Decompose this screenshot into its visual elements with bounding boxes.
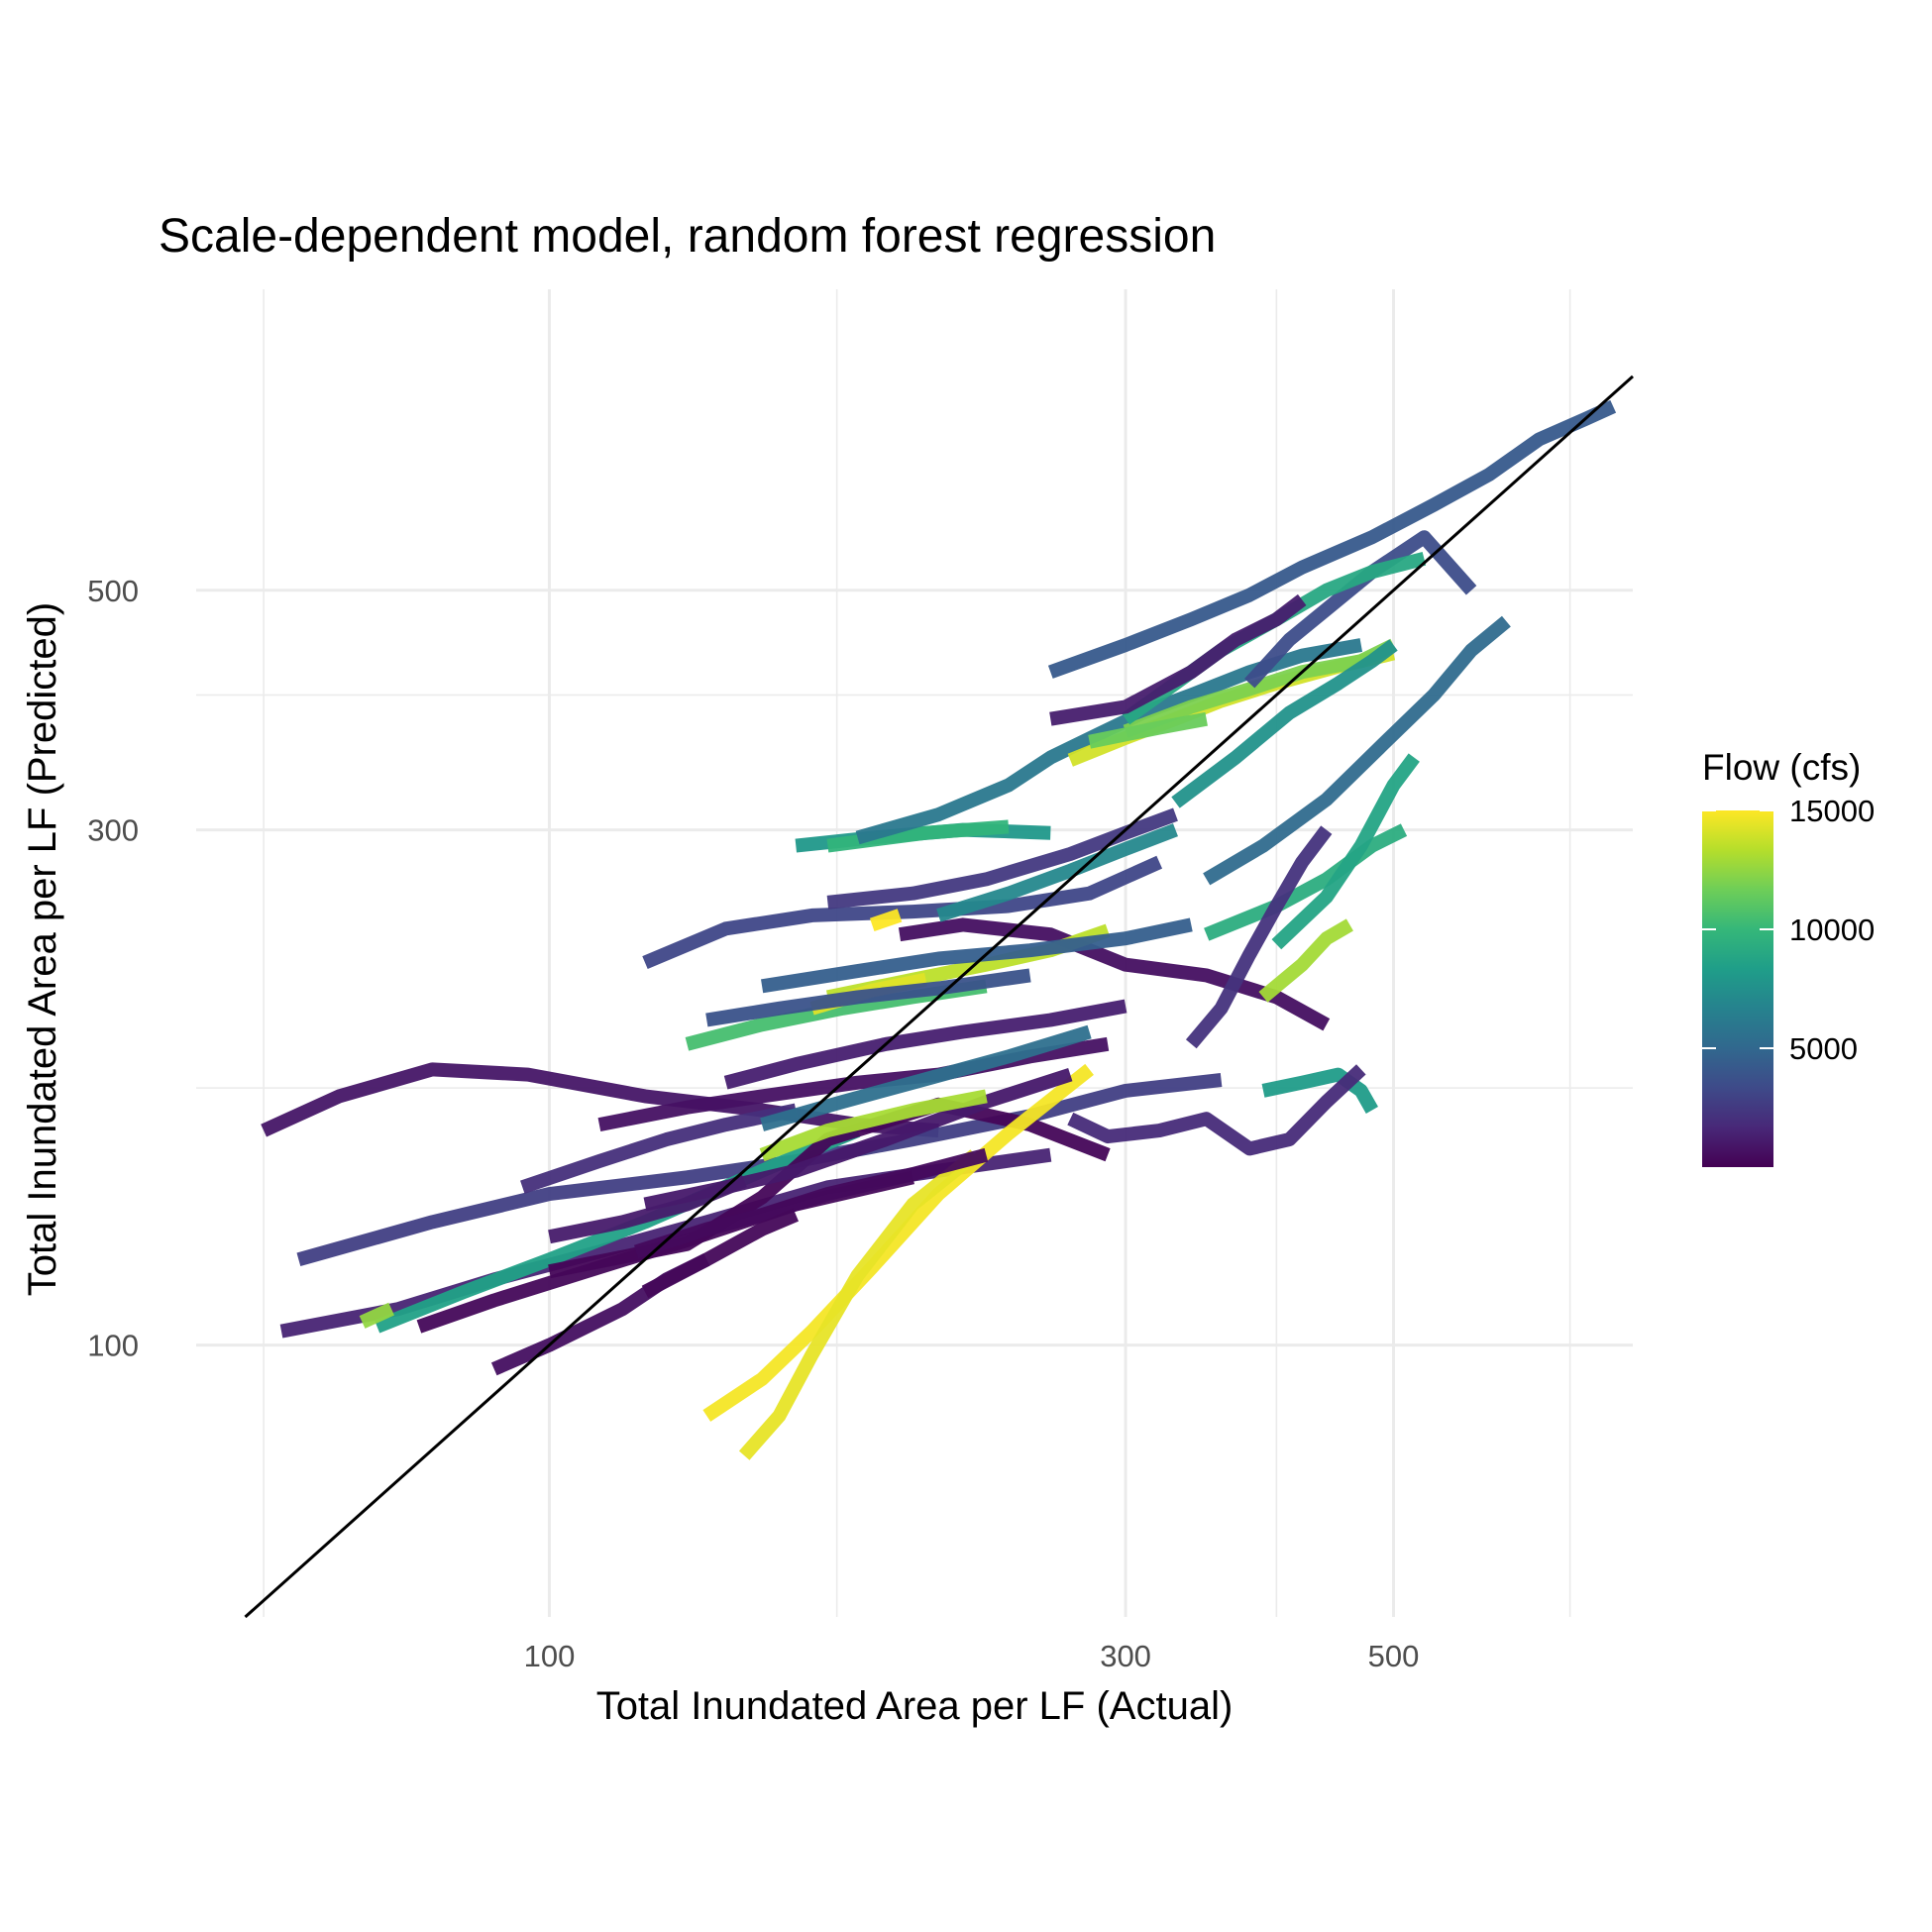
x-axis-ticks: 100 300 500 <box>524 1639 1420 1673</box>
series-line <box>359 1302 394 1329</box>
x-tick-label: 500 <box>1368 1639 1420 1673</box>
series-line <box>1088 711 1208 749</box>
series-line <box>1271 753 1420 950</box>
legend-title: Flow (cfs) <box>1702 747 1861 788</box>
y-tick-label: 300 <box>87 813 139 848</box>
series-line <box>869 909 903 932</box>
color-legend: Flow (cfs) 5000 10000 15000 <box>1702 747 1875 1167</box>
legend-ticks: 5000 10000 15000 <box>1702 794 1875 1066</box>
series-line <box>760 1024 1092 1131</box>
series-line <box>738 1149 980 1460</box>
series-line <box>826 807 1178 910</box>
legend-tick-label: 5000 <box>1789 1031 1858 1066</box>
identity-line <box>244 375 1634 1619</box>
y-axis-title: Total Inundated Area per LF (Predicted) <box>21 602 64 1296</box>
x-tick-label: 100 <box>524 1639 576 1673</box>
series-line <box>1049 593 1307 726</box>
series-line <box>548 1174 747 1244</box>
series-line <box>898 917 1331 1031</box>
x-tick-label: 300 <box>1100 1639 1151 1673</box>
series-line <box>641 1208 800 1299</box>
series-line <box>1261 1067 1378 1114</box>
y-tick-label: 100 <box>87 1329 139 1363</box>
y-axis-ticks: 100 300 500 <box>87 574 139 1363</box>
series-line <box>1204 823 1408 941</box>
series-line <box>1171 639 1398 808</box>
series-line <box>642 855 1163 970</box>
series-line <box>936 823 1179 922</box>
chart-title: Scale-dependent model, random forest reg… <box>159 210 1216 263</box>
legend-tick-label: 15000 <box>1789 794 1875 828</box>
grid <box>196 289 1633 1617</box>
reference-line-layer <box>244 375 1634 1619</box>
series-layer <box>261 399 1617 1460</box>
series-line <box>633 1147 989 1259</box>
series-line <box>1067 1064 1366 1156</box>
series-line <box>1244 530 1477 689</box>
series-line <box>1185 825 1333 1049</box>
series-line <box>759 1089 988 1162</box>
legend-colorbar <box>1702 810 1773 1167</box>
series-line <box>1203 615 1511 886</box>
series-line <box>520 1103 798 1194</box>
series-line <box>723 999 1127 1090</box>
y-tick-label: 500 <box>87 574 139 608</box>
series-line <box>1258 918 1353 1003</box>
series-line <box>705 968 1031 1027</box>
series-line <box>1047 399 1617 679</box>
legend-tick-label: 10000 <box>1789 912 1875 947</box>
x-axis-title: Total Inundated Area per LF (Actual) <box>596 1684 1234 1728</box>
series-line <box>375 1124 861 1334</box>
